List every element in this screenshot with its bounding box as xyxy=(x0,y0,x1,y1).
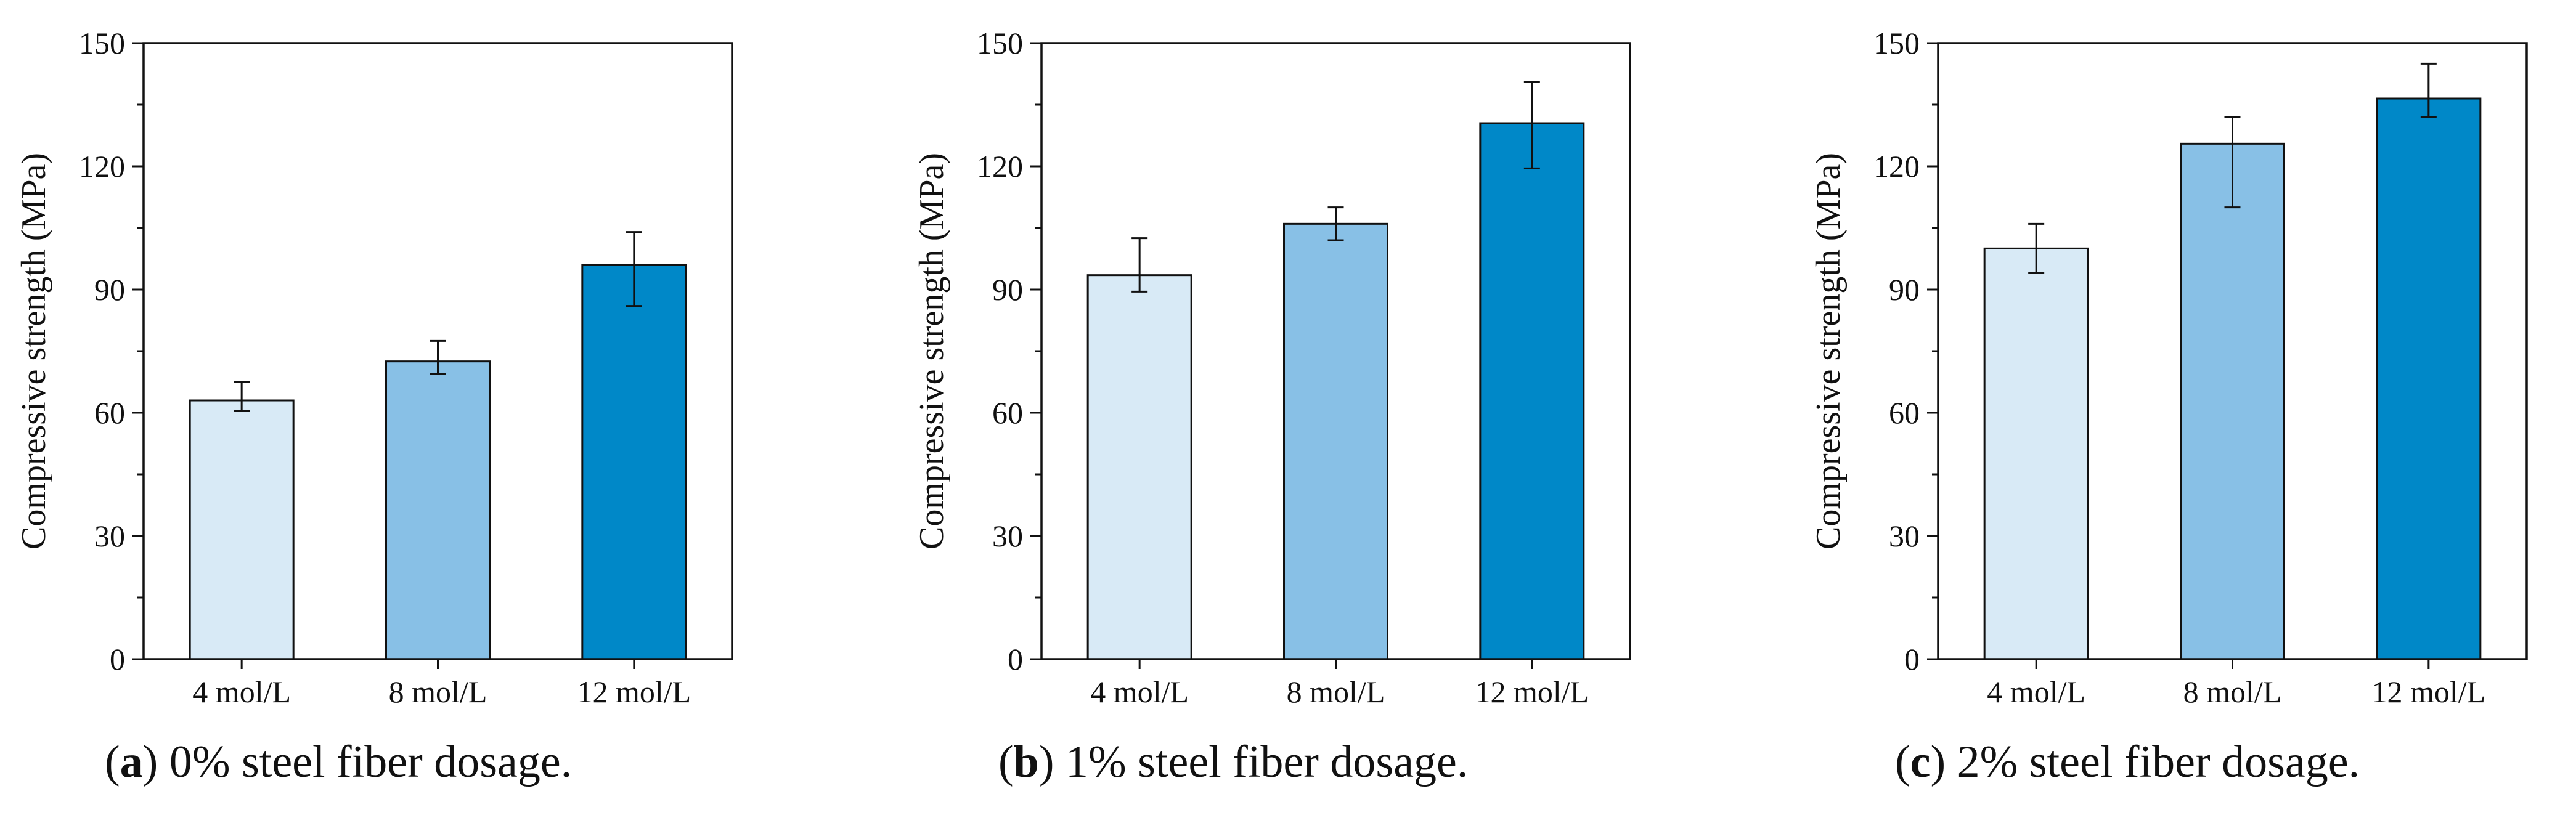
plot-frame xyxy=(142,42,733,660)
bar-3 xyxy=(2376,97,2482,660)
caption-b-text: 1% steel fiber dosage. xyxy=(1065,737,1469,787)
panel-c-chart: 4 mol/L 8 mol/L 12 mol/L 0 30 60 90 120 150 Compr… xyxy=(1809,26,2528,709)
bar-1 xyxy=(1086,274,1192,660)
y-tick-label: 0 xyxy=(1008,642,1023,676)
caption-b: (b) 1% steel fiber dosage. xyxy=(998,737,1469,787)
y-tick-label: 60 xyxy=(992,395,1023,430)
caption-b-letter: b xyxy=(1013,737,1039,787)
caption-c: (c) 2% steel fiber dosage. xyxy=(1895,737,2360,787)
y-tick-label: 150 xyxy=(1873,26,1920,60)
y-tick-label: 150 xyxy=(977,26,1023,60)
x-tick-label: 4 mol/L xyxy=(1090,675,1189,709)
bar-1 xyxy=(1983,247,2089,660)
caption-c-text: 2% steel fiber dosage. xyxy=(1957,737,2360,787)
caption-a: (a) 0% steel fiber dosage. xyxy=(105,737,573,787)
y-tick-label: 30 xyxy=(1889,519,1920,553)
bar-3 xyxy=(1479,122,1585,660)
y-tick-label: 150 xyxy=(79,26,125,60)
plot-frame xyxy=(1937,42,2528,660)
y-tick-label: 60 xyxy=(94,395,125,430)
y-axis-title: Compressive strength (MPa) xyxy=(1809,153,1848,549)
x-tick-label: 8 mol/L xyxy=(1287,675,1385,709)
bar-2 xyxy=(1283,222,1388,660)
x-tick-label: 8 mol/L xyxy=(2183,675,2282,709)
y-tick-label: 30 xyxy=(94,519,125,553)
x-tick-label: 12 mol/L xyxy=(2371,675,2485,709)
panel-a-chart: 4 mol/L 8 mol/L 12 mol/L 0 30 60 90 120 150 Compr… xyxy=(15,26,733,709)
y-tick-label: 30 xyxy=(992,519,1023,553)
y-tick-label: 90 xyxy=(992,272,1023,307)
y-tick-label: 60 xyxy=(1889,395,1920,430)
y-tick-label: 120 xyxy=(1873,149,1920,184)
plot-frame xyxy=(1040,42,1631,660)
caption-a-text: 0% steel fiber dosage. xyxy=(169,737,573,787)
y-tick-label: 120 xyxy=(977,149,1023,184)
y-tick-label: 0 xyxy=(1904,642,1920,676)
y-axis-title: Compressive strength (MPa) xyxy=(15,153,53,549)
y-axis-title: Compressive strength (MPa) xyxy=(913,153,951,549)
y-tick-label: 90 xyxy=(1889,272,1920,307)
x-tick-label: 8 mol/L xyxy=(389,675,487,709)
x-tick-label: 12 mol/L xyxy=(577,675,691,709)
x-tick-label: 12 mol/L xyxy=(1475,675,1589,709)
caption-a-letter: a xyxy=(120,737,143,787)
bar-3 xyxy=(581,264,687,660)
bar-2 xyxy=(385,360,491,660)
x-tick-label: 4 mol/L xyxy=(1987,675,2085,709)
x-tick-label: 4 mol/L xyxy=(192,675,291,709)
y-tick-label: 120 xyxy=(79,149,125,184)
caption-c-letter: c xyxy=(1910,737,1931,787)
y-tick-label: 0 xyxy=(110,642,125,676)
bar-1 xyxy=(189,399,295,660)
panel-b-chart: 4 mol/L 8 mol/L 12 mol/L 0 30 60 90 120 150 Compr… xyxy=(913,26,1631,709)
bar-2 xyxy=(2180,142,2285,660)
y-tick-label: 90 xyxy=(94,272,125,307)
